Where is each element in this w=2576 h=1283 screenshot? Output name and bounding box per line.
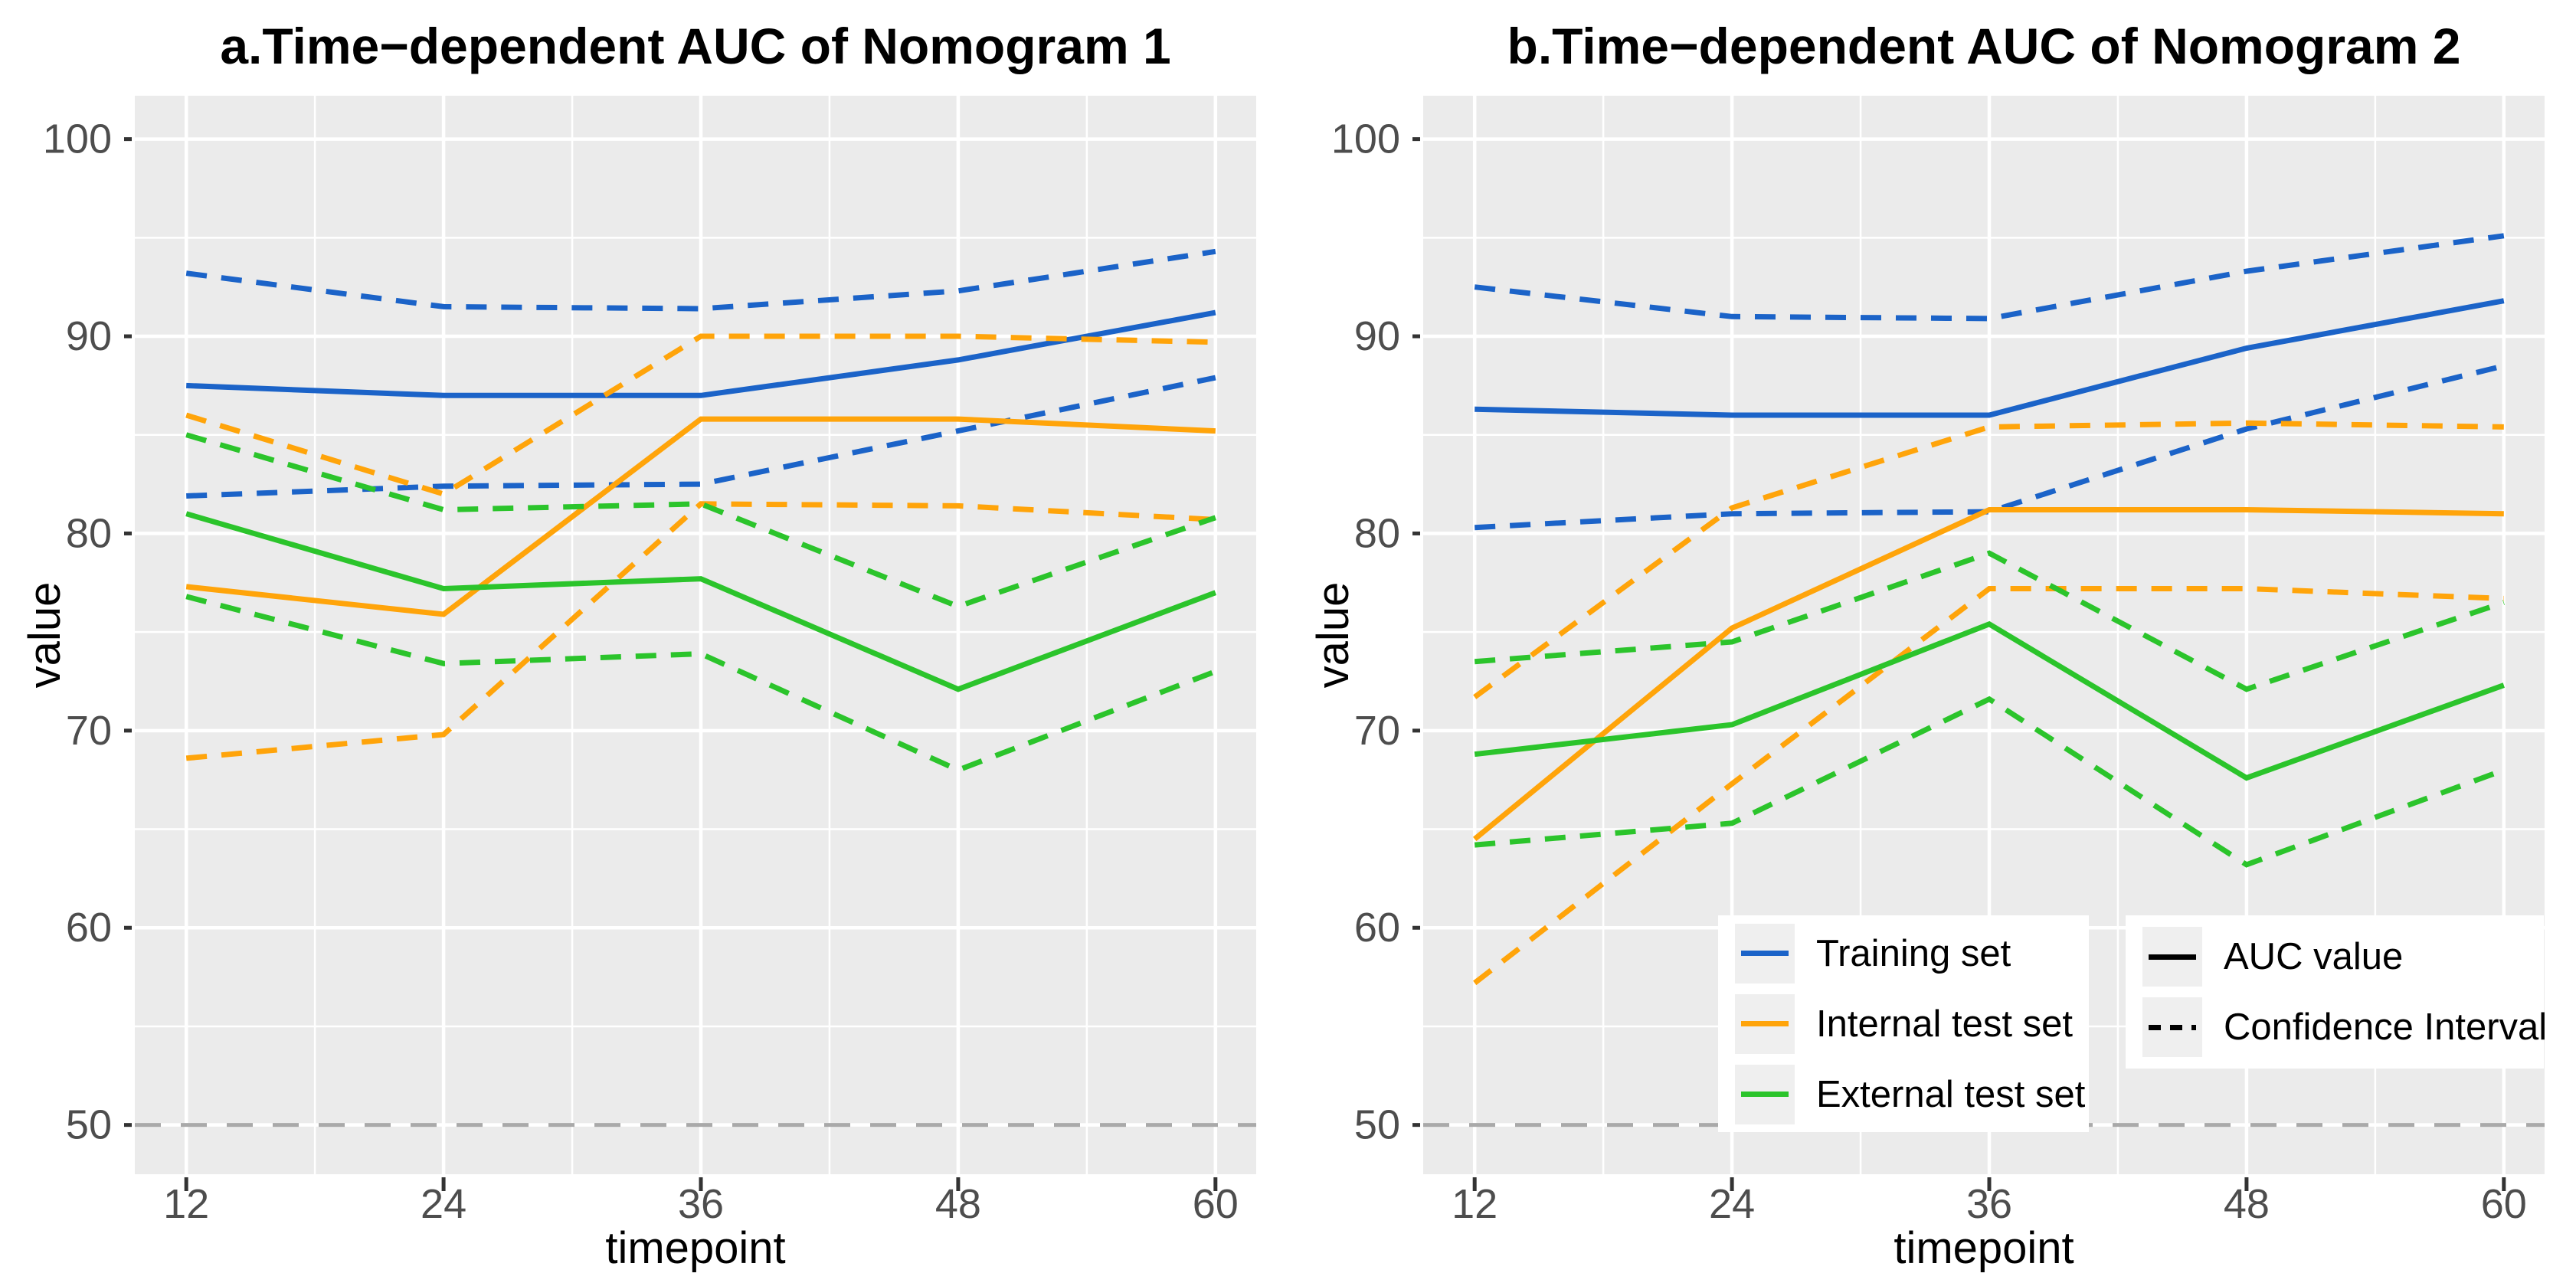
internal-ci-upper-line xyxy=(1473,420,2504,699)
training-ci-upper-line xyxy=(185,248,1216,312)
x-tick-label: 60 xyxy=(1193,1181,1239,1227)
legend-item-training-set: Training set xyxy=(1735,923,2089,984)
legend-label-internal-test-set: Internal test set xyxy=(1816,1003,2074,1045)
y-tick-label: 100 xyxy=(1331,116,1400,162)
training-ci-upper-line xyxy=(1474,233,2505,322)
y-tick-label: 100 xyxy=(43,116,112,162)
x-tick-label: 60 xyxy=(2481,1181,2527,1227)
internal-auc-line xyxy=(1472,507,2504,842)
nomogram2-title: b.Time−dependent AUC of Nomogram 2 xyxy=(1507,18,2461,74)
external-test-set-key-icon xyxy=(1735,1064,1795,1124)
internal-ci-upper-line xyxy=(185,333,1216,497)
internal-test-set-key-icon xyxy=(1735,993,1795,1054)
legend-label-training-set: Training set xyxy=(1816,932,2011,974)
nomogram1-chart: 100 90 80 70 60 50 12 24 36 48 60 a.Time−dependent… xyxy=(20,18,1256,1273)
x-axis-title-right: timepoint xyxy=(1894,1223,2074,1273)
panel-background xyxy=(135,96,1256,1174)
y-tick-label: 80 xyxy=(1354,510,1400,556)
x-tick-label: 24 xyxy=(1709,1181,1755,1227)
x-tick-label: 36 xyxy=(678,1181,724,1227)
training-auc-line xyxy=(1475,298,2505,418)
y-tick-label: 60 xyxy=(1354,905,1400,951)
y-tick-label: 50 xyxy=(66,1102,112,1148)
nomogram1-title: a.Time−dependent AUC of Nomogram 1 xyxy=(220,18,1171,74)
y-tick-label: 50 xyxy=(1354,1102,1400,1148)
auc-value-key-icon xyxy=(2142,927,2202,987)
internal-auc-line xyxy=(185,416,1216,617)
y-tick-label: 90 xyxy=(66,313,112,359)
legend-label-auc-value: AUC value xyxy=(2224,936,2404,977)
confidence-interval-key-icon xyxy=(2142,997,2202,1057)
legend-label-external-test-set: External test set xyxy=(1816,1073,2086,1115)
internal-ci-lower-line xyxy=(1473,586,2504,986)
linetype-legend: AUC value Confidence Interval xyxy=(2126,915,2548,1069)
x-tick-label: 48 xyxy=(2224,1181,2270,1227)
legend-item-auc-value: AUC value xyxy=(2142,927,2544,987)
legend-item-internal-test-set: Internal test set xyxy=(1735,993,2089,1054)
y-tick-label: 70 xyxy=(66,708,112,754)
nomogram1-plot-area: 100 90 80 70 60 50 12 24 36 48 60 xyxy=(43,96,1256,1227)
legend-label-confidence-interval: Confidence Interval xyxy=(2224,1006,2548,1048)
training-set-key-icon xyxy=(1735,923,1795,984)
external-ci-lower-line xyxy=(185,594,1217,774)
y-tick-label: 80 xyxy=(66,510,112,556)
x-axis-title-left: timepoint xyxy=(605,1223,786,1273)
x-tick-label: 36 xyxy=(1966,1181,2012,1227)
training-ci-lower-line xyxy=(186,375,1216,499)
x-tick-label: 12 xyxy=(163,1181,209,1227)
internal-ci-lower-line xyxy=(185,501,1216,761)
external-ci-upper-line xyxy=(185,432,1216,610)
external-ci-upper-line xyxy=(1474,550,2505,692)
legend-item-external-test-set: External test set xyxy=(1735,1064,2089,1124)
nomogram2-chart: 100 90 80 70 60 50 12 24 36 48 60 b.Time−dependent… xyxy=(1288,0,2576,1283)
y-tick-label: 70 xyxy=(1354,708,1400,754)
training-auc-line xyxy=(186,309,1216,398)
x-tick-label: 48 xyxy=(935,1181,981,1227)
external-auc-line xyxy=(185,511,1217,692)
legend-item-confidence-interval: Confidence Interval xyxy=(2142,997,2548,1057)
external-auc-line xyxy=(1474,620,2505,781)
series-legend: Training set Internal test set External … xyxy=(1718,915,2089,1132)
x-tick-label: 12 xyxy=(1452,1181,1497,1227)
y-tick-label: 60 xyxy=(66,905,112,951)
y-tick-label: 90 xyxy=(1354,313,1400,359)
x-tick-label: 24 xyxy=(421,1181,466,1227)
external-ci-lower-line xyxy=(1474,696,2506,868)
